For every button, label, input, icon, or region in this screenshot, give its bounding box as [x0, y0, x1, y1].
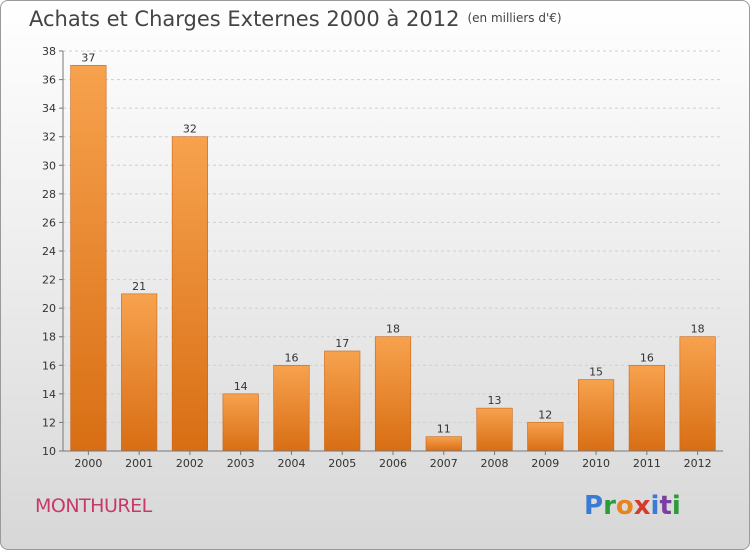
x-tick-label-2005: 2005 — [328, 457, 356, 470]
logo-letter: i — [650, 491, 660, 521]
data-label-2009: 12 — [538, 408, 552, 421]
bar-2008 — [476, 407, 513, 452]
y-tick-label: 28 — [42, 188, 56, 201]
x-tick-label-2007: 2007 — [430, 457, 458, 470]
data-label-2012: 18 — [691, 323, 705, 336]
x-tick-label-2002: 2002 — [176, 457, 204, 470]
title-unit: (en milliers d'€) — [467, 11, 562, 25]
data-label-2003: 14 — [234, 380, 248, 393]
y-tick-label: 30 — [42, 159, 56, 172]
y-tick-label: 10 — [42, 445, 56, 458]
title-text: Achats et Charges Externes 2000 à 2012 — [29, 7, 460, 31]
y-tick-label: 32 — [42, 131, 56, 144]
y-tick-label: 16 — [42, 359, 56, 372]
data-label-2006: 18 — [386, 323, 400, 336]
y-tick-label: 18 — [42, 331, 56, 344]
bar-2009 — [527, 422, 564, 452]
data-label-2005: 17 — [335, 337, 349, 350]
bar-2001 — [121, 293, 158, 452]
y-tick-label: 38 — [42, 45, 56, 58]
y-tick-label: 22 — [42, 274, 56, 287]
x-tick-label-2006: 2006 — [379, 457, 407, 470]
y-tick-label: 36 — [42, 74, 56, 87]
y-tick-label: 26 — [42, 216, 56, 229]
bar-2003 — [222, 393, 259, 452]
logo-letter: t — [659, 491, 672, 521]
y-tick-label: 34 — [42, 102, 56, 115]
y-tick-label: 14 — [42, 388, 56, 401]
data-label-2004: 16 — [284, 351, 298, 364]
x-tick-label-2009: 2009 — [531, 457, 559, 470]
data-label-2008: 13 — [488, 394, 502, 407]
x-tick-label-2003: 2003 — [227, 457, 255, 470]
bar-2004 — [273, 364, 310, 452]
logo-letter: x — [633, 491, 651, 521]
data-label-2000: 37 — [81, 51, 95, 64]
y-tick-label: 12 — [42, 416, 56, 429]
logo-letter: P — [584, 491, 604, 521]
data-label-2010: 15 — [589, 366, 603, 379]
data-label-2007: 11 — [437, 423, 451, 436]
bar-2007 — [425, 436, 462, 452]
x-tick-label-2001: 2001 — [125, 457, 153, 470]
data-label-2011: 16 — [640, 351, 654, 364]
bar-2000 — [70, 64, 107, 452]
commune-name: MONTHUREL — [35, 495, 152, 517]
logo-letter: r — [603, 491, 616, 521]
logo-letter: o — [615, 491, 634, 521]
bar-2006 — [374, 336, 412, 452]
data-label-2001: 21 — [132, 280, 146, 293]
proxiti-logo[interactable]: Proxiti — [584, 491, 681, 521]
bar-2002 — [171, 136, 208, 452]
bar-2010 — [578, 379, 615, 452]
bar-2012 — [679, 336, 716, 452]
x-tick-label-2010: 2010 — [582, 457, 610, 470]
x-tick-label-2004: 2004 — [277, 457, 305, 470]
chart-title: Achats et Charges Externes 2000 à 2012 (e… — [29, 7, 562, 31]
y-tick-label: 20 — [42, 302, 56, 315]
bar-2005 — [324, 350, 361, 452]
x-tick-label-2000: 2000 — [74, 457, 102, 470]
logo-letter: i — [671, 491, 681, 521]
x-tick-label-2008: 2008 — [481, 457, 509, 470]
bar-2011 — [628, 364, 665, 452]
data-label-2002: 32 — [183, 123, 197, 136]
x-tick-label-2011: 2011 — [633, 457, 661, 470]
y-tick-label: 24 — [42, 245, 56, 258]
x-tick-label-2012: 2012 — [684, 457, 712, 470]
